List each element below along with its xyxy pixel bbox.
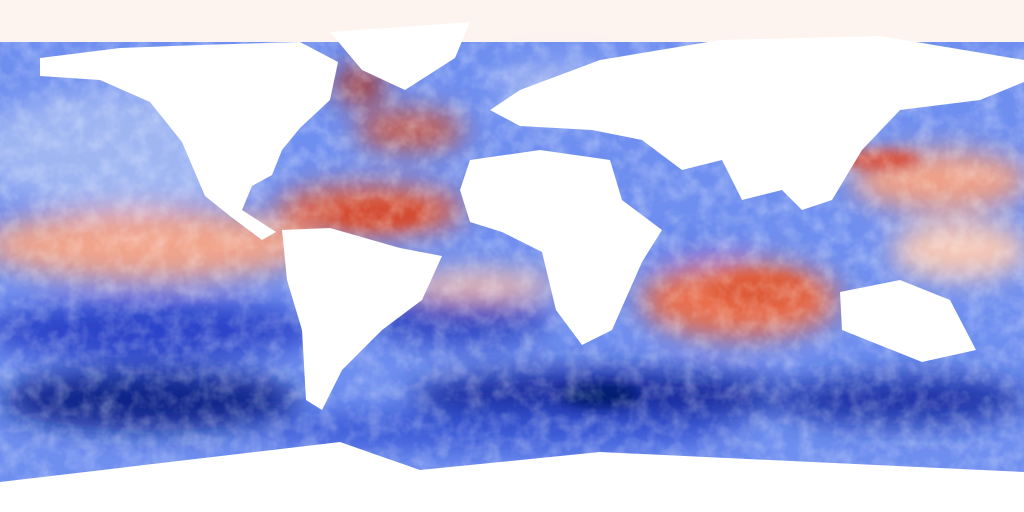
land [0,22,1024,512]
polar-ice-north [0,0,1024,42]
greenland [330,22,470,90]
africa [460,150,662,345]
eurasia [490,36,1024,210]
north-america [40,42,338,240]
antarctica [0,442,1024,512]
australia [840,280,976,362]
south-america [282,228,442,410]
